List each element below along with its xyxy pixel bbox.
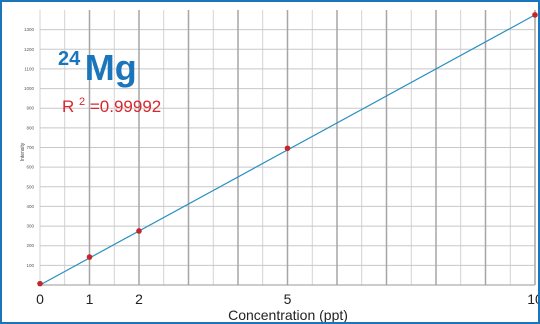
data-point: [37, 280, 43, 287]
y-axis: 100 200 300 400 500 600 700 800 900 1000 1100 1200 1…: [24, 27, 35, 268]
y-tick-label: 500: [26, 184, 34, 189]
r-squared-label: R 2 =0.99992: [62, 90, 161, 116]
y-tick-label: 1100: [24, 66, 34, 71]
y-tick-label: 1000: [24, 86, 35, 91]
y-tick-label: 700: [26, 145, 34, 150]
x-axis-label: Concentration (ppt): [228, 307, 348, 323]
x-tick-label: 5: [284, 291, 292, 307]
y-tick-label: 400: [26, 204, 34, 209]
y-tick-label: 800: [26, 125, 34, 130]
isotope-element: Mg: [85, 47, 137, 88]
r-squared-exponent: 2: [79, 96, 85, 108]
y-tick-label: 600: [26, 165, 34, 170]
isotope-mass-number: 24: [58, 48, 81, 70]
isotope-title: 24 Mg: [58, 47, 137, 88]
x-axis: 0 1 2 5 10: [36, 291, 540, 307]
y-tick-label: 300: [26, 224, 34, 229]
x-tick-label: 10: [527, 291, 540, 307]
data-point: [532, 12, 538, 18]
x-tick-label: 1: [86, 291, 94, 307]
data-point: [136, 228, 142, 234]
data-point: [284, 145, 291, 152]
grid: [39, 10, 536, 286]
x-tick-label: 0: [36, 291, 44, 307]
y-tick-label: 1300: [24, 27, 35, 32]
r-squared-letter: R: [62, 97, 74, 116]
y-tick-label: 1200: [24, 47, 35, 52]
y-axis-label: Intensity: [20, 142, 26, 161]
y-tick-label: 200: [26, 243, 34, 248]
data-point: [86, 254, 93, 260]
data-points: [37, 12, 538, 287]
x-tick-label: 2: [135, 291, 143, 307]
r-squared-value: =0.99992: [90, 97, 161, 116]
y-tick-label: 100: [26, 263, 34, 268]
y-tick-label: 900: [26, 106, 34, 111]
